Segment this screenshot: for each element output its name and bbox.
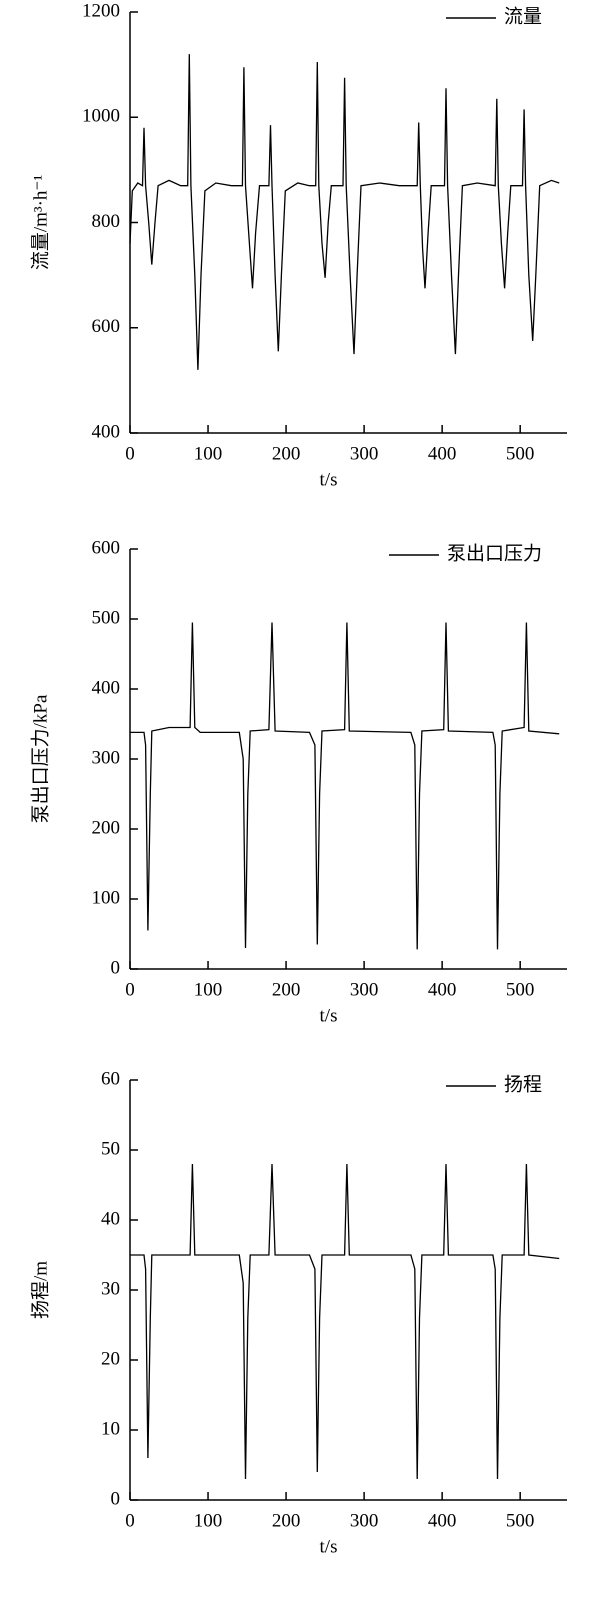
x-tick-label: 400 bbox=[428, 443, 457, 464]
x-tick-label: 100 bbox=[194, 443, 223, 464]
y-axis-label: 扬程/m bbox=[29, 1261, 51, 1319]
y-tick-label: 600 bbox=[92, 316, 121, 337]
y-tick-label: 30 bbox=[101, 1278, 120, 1299]
data-line bbox=[130, 622, 560, 950]
x-axis-label: t/s bbox=[320, 1536, 338, 1557]
data-line bbox=[129, 54, 560, 370]
x-tick-label: 400 bbox=[428, 1510, 457, 1531]
y-tick-label: 600 bbox=[92, 537, 121, 558]
legend-label: 流量 bbox=[504, 5, 542, 27]
x-tick-label: 400 bbox=[428, 979, 457, 1000]
x-tick-label: 200 bbox=[272, 443, 301, 464]
y-tick-label: 800 bbox=[92, 211, 121, 232]
y-axis-label: 流量/m³·h⁻¹ bbox=[29, 175, 51, 271]
x-tick-label: 100 bbox=[194, 979, 223, 1000]
x-tick-label: 0 bbox=[125, 443, 135, 464]
x-tick-label: 300 bbox=[350, 979, 379, 1000]
x-tick-label: 300 bbox=[350, 443, 379, 464]
y-tick-label: 0 bbox=[111, 1488, 121, 1509]
x-tick-label: 500 bbox=[506, 1510, 535, 1531]
y-tick-label: 0 bbox=[111, 957, 121, 978]
y-tick-label: 300 bbox=[92, 747, 121, 768]
x-tick-label: 200 bbox=[272, 979, 301, 1000]
x-tick-label: 0 bbox=[125, 1510, 135, 1531]
x-tick-label: 200 bbox=[272, 1510, 301, 1531]
data-line bbox=[130, 1163, 560, 1480]
y-tick-label: 20 bbox=[101, 1348, 120, 1369]
x-axis-label: t/s bbox=[320, 1005, 338, 1026]
y-tick-label: 1200 bbox=[82, 0, 120, 21]
x-tick-label: 500 bbox=[506, 979, 535, 1000]
x-tick-label: 100 bbox=[194, 1510, 223, 1531]
y-tick-label: 200 bbox=[92, 817, 121, 838]
y-axis-label: 泵出口压力/kPa bbox=[29, 694, 51, 823]
y-tick-label: 500 bbox=[92, 607, 121, 628]
y-tick-label: 10 bbox=[101, 1418, 120, 1439]
legend-label: 扬程 bbox=[504, 1073, 542, 1095]
x-tick-label: 0 bbox=[125, 979, 135, 1000]
y-tick-label: 400 bbox=[92, 677, 121, 698]
y-tick-label: 40 bbox=[101, 1208, 120, 1229]
legend-label: 泵出口压力 bbox=[447, 542, 542, 564]
y-tick-label: 1000 bbox=[82, 106, 120, 127]
y-tick-label: 100 bbox=[92, 887, 121, 908]
y-tick-label: 50 bbox=[101, 1138, 120, 1159]
x-tick-label: 500 bbox=[506, 443, 535, 464]
x-tick-label: 300 bbox=[350, 1510, 379, 1531]
y-tick-label: 60 bbox=[101, 1068, 120, 1089]
x-axis-label: t/s bbox=[320, 469, 338, 490]
y-tick-label: 400 bbox=[92, 421, 121, 442]
